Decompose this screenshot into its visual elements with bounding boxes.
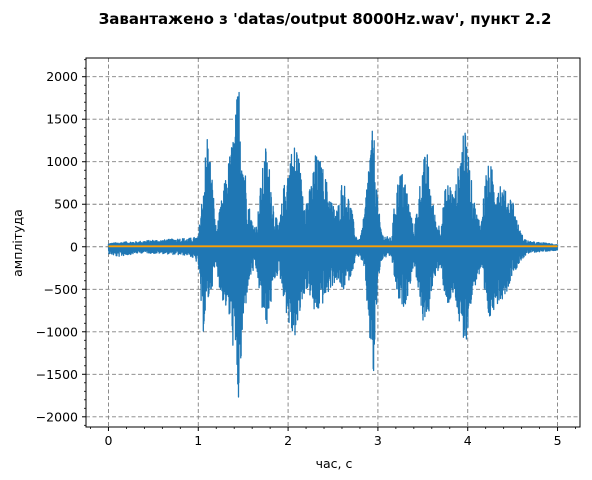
chart-title: Завантажено з 'datas/output 8000Hz.wav',… xyxy=(99,10,552,28)
y-tick-label: 0 xyxy=(70,239,78,254)
y-axis-label: амплітуда xyxy=(10,209,25,277)
x-tick-label: 4 xyxy=(464,433,472,448)
x-tick-label: 2 xyxy=(284,433,292,448)
y-axis: −2000 −1500 −1000 −500 0 500 1000 1500 2000 xyxy=(36,69,86,424)
y-tick-label: 1500 xyxy=(46,112,78,127)
y-tick-label: −2000 xyxy=(36,409,78,424)
x-tick-label: 1 xyxy=(194,433,202,448)
y-tick-label: 2000 xyxy=(46,69,78,84)
y-tick-label: 1000 xyxy=(46,154,78,169)
x-tick-label: 0 xyxy=(104,433,112,448)
x-axis-label: час, с xyxy=(316,456,353,471)
plot-frame xyxy=(85,57,581,428)
y-tick-label: 500 xyxy=(54,197,78,212)
x-axis: 0 1 2 3 4 5 xyxy=(104,427,562,448)
y-tick-label: −500 xyxy=(44,282,78,297)
y-tick-label: −1500 xyxy=(36,367,78,382)
y-tick-label: −1000 xyxy=(36,324,78,339)
x-tick-label: 3 xyxy=(374,433,382,448)
waveform-series-line xyxy=(107,91,559,398)
minor-ticks xyxy=(84,59,576,429)
plot-series xyxy=(107,91,559,398)
x-tick-label: 5 xyxy=(554,433,562,448)
